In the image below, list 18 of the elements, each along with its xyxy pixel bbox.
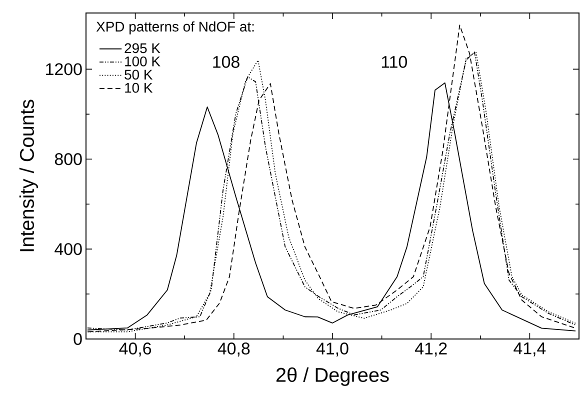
x-axis-title: 2θ / Degrees (276, 367, 389, 386)
x-tick-label: 40,6 (119, 342, 152, 357)
x-tick-label: 40,8 (218, 342, 250, 357)
legend-label: 295 K (124, 43, 160, 54)
y-tick-label: 400 (54, 243, 82, 256)
annotation: 108 (213, 56, 240, 68)
y-tick-label: 1200 (46, 63, 82, 76)
legend-label: 100 K (125, 56, 160, 66)
y-axis-title: Intensity / Counts (19, 100, 38, 252)
x-tick-label: 41,4 (514, 342, 546, 356)
y-tick-label: 0 (74, 333, 82, 345)
annotation: 110 (382, 56, 407, 68)
legend-label: 50 K (124, 70, 153, 80)
x-tick-label: 41,2 (415, 342, 447, 357)
legend-label: 10 K (125, 82, 153, 93)
y-tick-label: 800 (54, 153, 82, 166)
x-tick-label: 41,0 (316, 342, 348, 357)
legend-title: XPD patterns of NdOF at: (96, 21, 254, 34)
